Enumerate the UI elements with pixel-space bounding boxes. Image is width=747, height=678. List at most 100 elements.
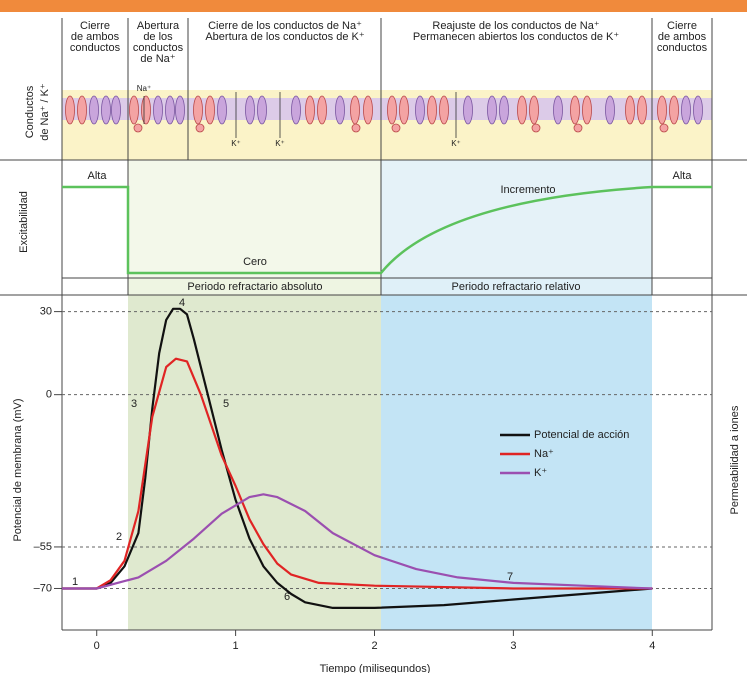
inactivation-gate <box>195 123 205 133</box>
header-text: Cierre <box>80 20 110 32</box>
channel <box>387 95 397 125</box>
point-label: 5 <box>223 398 229 410</box>
point-label: 4 <box>179 297 185 309</box>
x-tick-label: 3 <box>510 640 516 652</box>
point-label: 2 <box>116 531 122 543</box>
header-text: Permanecen abiertos los conductos de K⁺ <box>413 31 620 43</box>
channel <box>141 95 151 125</box>
point-label: 1 <box>72 576 78 588</box>
ion-label: K⁺ <box>231 139 241 148</box>
channel <box>77 95 87 125</box>
channel <box>427 95 437 125</box>
y2-axis-label: Permeabilidad a iones <box>729 405 741 514</box>
header-text: Reajuste de los conductos de Na⁺ <box>432 20 599 32</box>
channel <box>153 95 163 125</box>
channel <box>693 95 703 125</box>
point-label: 6 <box>284 591 290 603</box>
inactivation-gate <box>659 123 669 133</box>
channel <box>657 95 667 125</box>
header-text: de los <box>143 31 173 43</box>
channel <box>463 95 473 125</box>
inactivation-gate <box>531 123 541 133</box>
point-label: 7 <box>507 571 513 583</box>
channel <box>129 95 139 125</box>
channel <box>350 95 360 125</box>
x-tick-label: 4 <box>649 640 655 652</box>
channel <box>89 95 99 125</box>
channel <box>487 95 497 125</box>
channel <box>291 95 301 125</box>
channel <box>553 95 563 125</box>
channel <box>681 95 691 125</box>
header-text: conductos <box>70 42 121 54</box>
legend-label: Na⁺ <box>534 448 554 460</box>
channel <box>317 95 327 125</box>
excitability-label: Incremento <box>500 184 555 196</box>
channel <box>439 95 449 125</box>
channel <box>363 95 373 125</box>
x-tick-label: 0 <box>94 640 100 652</box>
header-text: conductos <box>133 42 184 54</box>
excitability-line <box>62 185 712 275</box>
y-tick-label: 30 <box>40 306 52 318</box>
channel <box>605 95 615 125</box>
y-axis-label: Potencial de membrana (mV) <box>12 398 24 541</box>
point-label: 3 <box>131 398 137 410</box>
channel <box>335 95 345 125</box>
refractory-label: Periodo refractario relativo <box>451 281 580 293</box>
frame <box>0 18 747 631</box>
channel <box>517 95 527 125</box>
series-line <box>62 493 653 590</box>
header-text: Cierre <box>667 20 697 32</box>
channel <box>111 95 121 125</box>
x-axis-label: Tiempo (milisegundos) <box>320 663 431 673</box>
channel <box>257 95 267 125</box>
ion-label: K⁺ <box>451 139 461 148</box>
channel <box>399 95 409 125</box>
rel-bg <box>381 160 652 295</box>
series-line <box>62 307 653 609</box>
refractory-label: Periodo refractario absoluto <box>187 281 322 293</box>
header-text: Abertura de los conductos de K⁺ <box>205 31 364 43</box>
legend-label: K⁺ <box>534 467 547 479</box>
channel <box>570 95 580 125</box>
ion-label: K⁺ <box>275 139 285 148</box>
x-tick-label: 2 <box>371 640 377 652</box>
channel <box>669 95 679 125</box>
top-bar <box>0 0 747 12</box>
channel <box>625 95 635 125</box>
header-text: Abertura <box>137 20 180 32</box>
excitability-label: Alta <box>673 170 693 182</box>
channel <box>305 95 315 125</box>
channel <box>65 95 75 125</box>
channel <box>165 95 175 125</box>
excitability-label: Cero <box>243 256 267 268</box>
inactivation-gate <box>133 123 143 133</box>
rel-region <box>381 295 652 630</box>
ion-label: Na⁺ <box>137 84 151 93</box>
channel <box>245 95 255 125</box>
excitability-label: Alta <box>88 170 108 182</box>
channel <box>415 95 425 125</box>
row-label: Excitabilidad <box>18 191 30 253</box>
channel <box>205 95 215 125</box>
y-tick-label: –70 <box>34 582 52 594</box>
abs-region <box>128 295 381 630</box>
channel <box>175 95 185 125</box>
channel <box>582 95 592 125</box>
row-label: de Na⁺ / K⁺ <box>39 83 51 141</box>
inactivation-gate <box>573 123 583 133</box>
y-tick-label: –55 <box>34 541 52 553</box>
channel <box>529 95 539 125</box>
header-text: de ambos <box>71 31 120 43</box>
abs-bg <box>128 160 381 295</box>
header-text: de Na⁺ <box>140 53 175 65</box>
channel <box>637 95 647 125</box>
channel <box>101 95 111 125</box>
channel <box>217 95 227 125</box>
inactivation-gate <box>351 123 361 133</box>
rel-band <box>381 278 652 295</box>
y-tick-label: 0 <box>46 389 52 401</box>
header-text: conductos <box>657 42 708 54</box>
